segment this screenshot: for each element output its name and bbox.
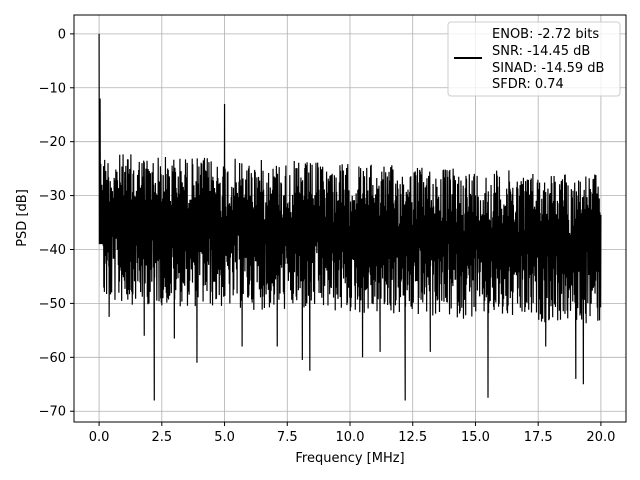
y-tick-label: −30	[39, 189, 66, 204]
x-tick-label: 7.5	[277, 430, 298, 445]
y-tick-label: −20	[39, 135, 66, 150]
y-tick-label: −50	[39, 297, 66, 312]
x-tick-label: 10.0	[336, 430, 365, 445]
x-tick-label: 17.5	[524, 430, 553, 445]
y-tick-label: 0	[58, 27, 66, 42]
x-tick-label: 12.5	[398, 430, 427, 445]
y-axis: 0 −10 −20 −30 −40 −50 −60 −70	[39, 27, 74, 420]
legend-line-sinad: SINAD: -14.59 dB	[492, 61, 604, 76]
y-tick-label: −70	[39, 405, 66, 420]
y-tick-label: −60	[39, 351, 66, 366]
legend-line-sfdr: SFDR: 0.74	[492, 77, 564, 92]
y-tick-label: −10	[39, 81, 66, 96]
x-tick-label: 5.0	[214, 430, 235, 445]
legend-line-enob: ENOB: -2.72 bits	[492, 27, 599, 42]
x-axis-label: Frequency [MHz]	[295, 451, 404, 466]
x-tick-label: 0.0	[89, 430, 110, 445]
legend-box	[447, 21, 621, 97]
legend-line-snr: SNR: -14.45 dB	[492, 44, 590, 59]
x-axis: 0.0 2.5 5.0 7.5 10.0 12.5 15.0 17.5 20.0	[89, 422, 615, 445]
y-axis-label: PSD [dB]	[15, 189, 30, 247]
x-tick-label: 2.5	[151, 430, 172, 445]
x-tick-label: 15.0	[461, 430, 490, 445]
series-line-psd	[98, 33, 602, 401]
legend: ENOB: -2.72 bits SNR: -14.45 dB SINAD: -…	[447, 21, 621, 97]
x-tick-label: 20.0	[586, 430, 615, 445]
y-tick-label: −40	[39, 243, 66, 258]
